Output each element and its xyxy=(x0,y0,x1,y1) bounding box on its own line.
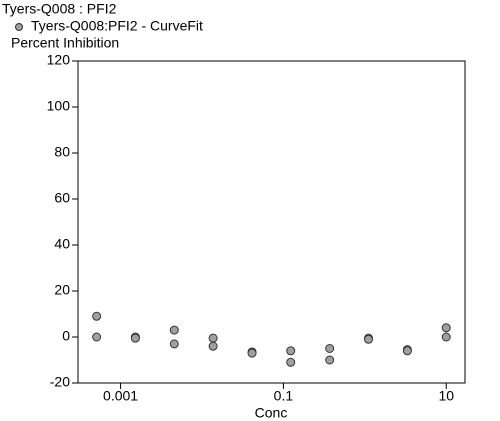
x-tick-label: 0.001 xyxy=(103,388,138,404)
data-point xyxy=(169,325,179,335)
data-point xyxy=(441,323,451,333)
y-tick-label: 60 xyxy=(54,190,70,206)
y-tick-label: -20 xyxy=(50,374,70,390)
data-point xyxy=(441,332,451,342)
y-tick-label: 20 xyxy=(54,282,70,298)
legend-marker xyxy=(15,23,23,31)
data-point xyxy=(286,357,296,367)
data-point xyxy=(247,348,257,358)
data-point xyxy=(208,341,218,351)
x-tick-label: 0.1 xyxy=(274,388,294,404)
data-point xyxy=(92,311,102,321)
plot-frame xyxy=(77,60,466,384)
data-point xyxy=(325,344,335,353)
x-axis-label: Conc xyxy=(255,405,288,421)
data-point xyxy=(402,346,412,356)
y-tick-label: 120 xyxy=(47,52,71,68)
data-point xyxy=(364,334,374,344)
data-point xyxy=(325,355,335,365)
y-tick-label: 40 xyxy=(54,236,70,252)
y-tick-label: 0 xyxy=(62,328,70,344)
y-tick-label: 80 xyxy=(54,144,70,160)
chart-title: Tyers-Q008 : PFI2 xyxy=(2,1,117,17)
data-point xyxy=(286,346,296,356)
y-tick-label: 100 xyxy=(47,98,71,114)
x-tick-label: 10 xyxy=(438,388,454,404)
y-axis-label: Percent Inhibition xyxy=(11,35,119,51)
data-point xyxy=(130,333,140,343)
legend-label: Tyers-Q008:PFI2 - CurveFit xyxy=(31,18,203,34)
data-point xyxy=(92,332,102,342)
data-point xyxy=(169,339,179,349)
data-point xyxy=(208,333,218,343)
